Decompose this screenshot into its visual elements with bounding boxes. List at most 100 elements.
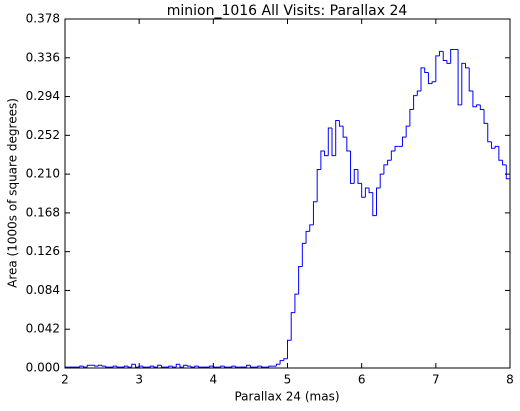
histogram-step (83, 366, 88, 368)
histogram-step (190, 366, 195, 368)
histogram-step (368, 187, 373, 194)
histogram-step (186, 365, 192, 367)
histogram-step (112, 365, 117, 368)
histogram-step (79, 365, 84, 368)
y-tick-label: 0.294 (26, 89, 60, 103)
histogram-step (331, 127, 336, 157)
histogram-step (416, 90, 421, 96)
histogram-step (279, 360, 284, 365)
histogram-step (157, 364, 162, 368)
histogram-step (261, 366, 266, 368)
histogram-step (268, 365, 273, 368)
histogram-step (479, 104, 485, 110)
x-tick-label: 6 (358, 373, 366, 387)
histogram-step (105, 366, 110, 368)
histogram-step (435, 55, 440, 82)
histogram-step (442, 51, 447, 62)
histogram-step (131, 363, 136, 368)
histogram-step (235, 366, 240, 368)
histogram-step (231, 365, 236, 368)
x-tick-label: 2 (61, 373, 69, 387)
histogram-step (424, 67, 429, 74)
histogram-step (361, 183, 366, 198)
histogram-step (138, 365, 143, 368)
histogram-step (446, 60, 451, 64)
histogram-step (198, 366, 203, 368)
histogram-step (376, 187, 381, 216)
histogram-step (123, 365, 129, 368)
histogram-step (431, 81, 436, 84)
histogram-step (86, 364, 91, 368)
histogram-step (116, 366, 121, 368)
histogram-step (390, 150, 396, 161)
histogram-step (327, 127, 332, 156)
histogram-step (194, 365, 199, 368)
x-axis-label: Parallax 24 (mas) (234, 390, 339, 404)
histogram-step (353, 168, 358, 184)
histogram-step (394, 145, 399, 152)
histogram-step (338, 120, 344, 127)
histogram-step (350, 151, 355, 184)
histogram-step (246, 364, 251, 368)
chart-title: minion_1016 All Visits: Parallax 24 (167, 3, 408, 19)
histogram-step (320, 150, 325, 170)
histogram-step (294, 293, 299, 313)
y-tick-label: 0.336 (26, 50, 60, 64)
histogram-step (316, 168, 321, 202)
x-tick-label: 4 (210, 373, 218, 387)
histogram-step (357, 169, 362, 184)
histogram-step (257, 365, 262, 368)
y-tick-label: 0.378 (26, 12, 60, 26)
histogram-step (465, 63, 470, 69)
y-axis-label: Area (1000s of square degrees) (6, 98, 20, 288)
histogram-step (502, 160, 507, 166)
histogram-step (450, 48, 455, 64)
histogram-step (179, 364, 184, 368)
histogram-step (312, 201, 318, 225)
histogram-step (283, 358, 288, 361)
histogram-step (427, 72, 433, 85)
histogram-step (153, 366, 158, 368)
histogram-step (160, 365, 166, 368)
histogram-step (379, 173, 384, 188)
x-tick-label: 5 (284, 373, 292, 387)
histogram-step (149, 365, 154, 368)
histogram-step (94, 365, 99, 367)
histogram-step (483, 109, 488, 124)
histogram-step (487, 123, 492, 143)
histogram-step (372, 192, 377, 217)
histogram-step (287, 339, 292, 359)
histogram-step (413, 95, 418, 110)
histogram-step (220, 365, 225, 368)
histogram-step (457, 49, 462, 106)
histogram-step (101, 365, 106, 367)
histogram-step (290, 312, 295, 341)
histogram-step (387, 159, 392, 165)
histogram-step (134, 364, 140, 368)
histogram-step (212, 366, 218, 368)
histogram-step (175, 363, 180, 368)
y-tick-label: 0.000 (26, 361, 60, 375)
y-tick-label: 0.042 (26, 322, 60, 336)
histogram-step (335, 120, 340, 156)
y-tick-label: 0.168 (26, 205, 60, 219)
histogram-step (223, 366, 229, 368)
histogram-step (324, 151, 329, 157)
histogram-step (342, 126, 347, 138)
histogram-step (172, 366, 177, 368)
x-tick-label: 7 (432, 373, 440, 387)
histogram-step (364, 187, 370, 198)
histogram-step (168, 365, 173, 368)
histogram-step (183, 364, 188, 368)
histogram-step (301, 242, 307, 267)
histogram-step (401, 136, 407, 147)
histogram-step (472, 91, 477, 108)
histogram-step (309, 224, 314, 232)
plot-frame (64, 18, 511, 369)
histogram-step (498, 146, 503, 161)
histogram-step (346, 137, 351, 152)
histogram-step (97, 364, 103, 367)
y-tick-label: 0.084 (26, 283, 60, 297)
histogram-step (209, 365, 214, 368)
